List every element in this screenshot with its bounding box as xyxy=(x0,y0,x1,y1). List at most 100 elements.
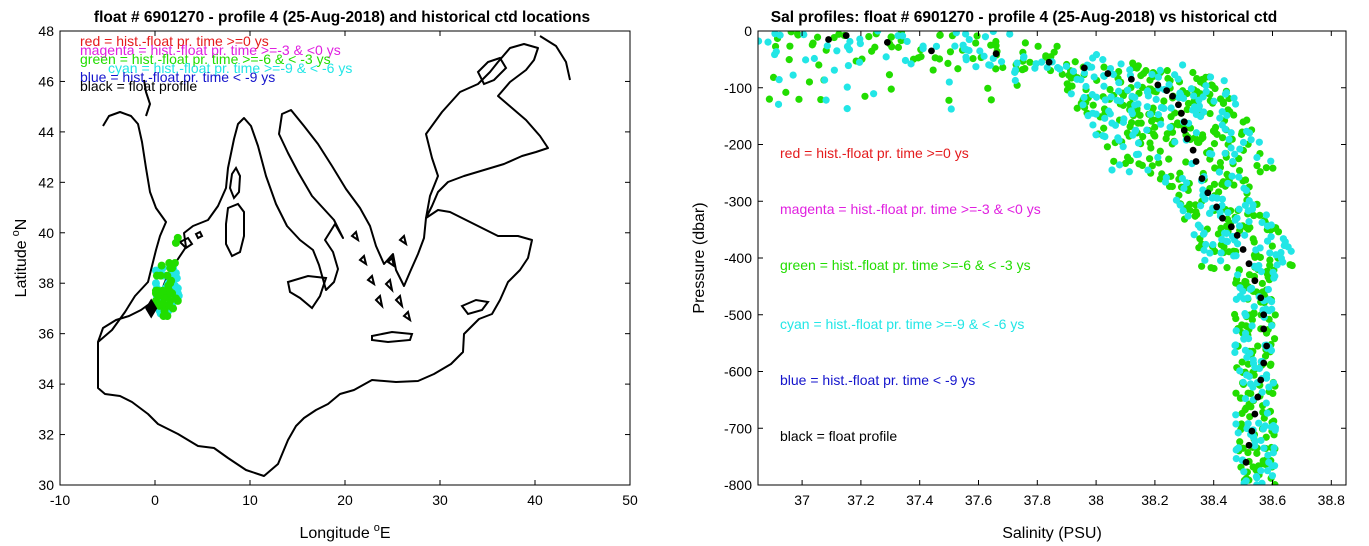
profile-point-green xyxy=(1213,130,1221,138)
profile-point-cyan xyxy=(1241,394,1249,403)
profile-point-green xyxy=(1026,58,1034,66)
profile-point-cyan xyxy=(1210,97,1218,105)
profile-legend-black: black = float profile xyxy=(780,428,897,444)
profile-point-cyan xyxy=(1209,240,1217,249)
profile-xtick-label: 38.2 xyxy=(1141,492,1168,508)
profile-point-green xyxy=(1236,438,1244,446)
profile-point-cyan xyxy=(822,96,830,104)
profile-point-green xyxy=(946,48,955,56)
profile-point-green xyxy=(782,88,790,96)
float-profile-point xyxy=(1248,427,1256,435)
float-profile-point xyxy=(1245,260,1253,268)
profile-point-cyan xyxy=(1202,82,1210,90)
profile-point-green xyxy=(999,63,1007,72)
profile-point-green xyxy=(1164,74,1172,83)
map-ytick-label: 44 xyxy=(38,124,54,140)
profile-point-green xyxy=(1248,316,1256,324)
profile-point-cyan xyxy=(1269,379,1278,387)
float-location-marker xyxy=(145,298,158,319)
profile-point-cyan xyxy=(1092,110,1100,118)
profile-point-cyan xyxy=(962,31,970,38)
profile-point-green xyxy=(1244,360,1252,368)
profile-point-cyan xyxy=(1144,166,1152,174)
profile-point-green xyxy=(929,66,937,74)
float-profile-point xyxy=(1189,146,1197,154)
profile-point-green xyxy=(835,31,843,38)
profile-point-cyan xyxy=(962,56,970,64)
profile-point-cyan xyxy=(976,47,984,55)
profile-point-cyan xyxy=(1108,166,1116,174)
profile-point-green xyxy=(1100,63,1108,71)
profile-point-cyan xyxy=(1101,133,1109,141)
profile-point-cyan xyxy=(1115,161,1124,169)
profile-point-cyan xyxy=(1119,118,1128,126)
profile-point-cyan xyxy=(1281,238,1289,246)
float-profile-point xyxy=(1260,311,1268,319)
profile-xtick-label: 38.4 xyxy=(1200,492,1227,508)
profile-point-cyan xyxy=(1218,195,1226,203)
map-xtick-label: 20 xyxy=(337,492,353,508)
profile-point-green xyxy=(1119,91,1128,100)
profile-point-cyan xyxy=(1257,467,1265,475)
profile-point-green xyxy=(794,31,802,38)
profile-point-cyan xyxy=(1230,252,1238,260)
profile-point-cyan xyxy=(870,90,878,98)
profile-point-cyan xyxy=(1253,153,1261,162)
profile-point-cyan xyxy=(1062,62,1071,70)
profile-point-cyan xyxy=(1239,287,1247,295)
profile-point-cyan xyxy=(823,42,831,50)
profile-point-cyan xyxy=(1246,380,1255,388)
profile-point-cyan xyxy=(830,66,838,74)
profile-point-cyan xyxy=(1240,184,1248,192)
profile-point-cyan xyxy=(1167,104,1175,112)
profile-point-cyan xyxy=(1267,233,1275,241)
profile-point-cyan xyxy=(1267,346,1276,355)
float-profile-point xyxy=(1175,101,1182,109)
profile-point-green xyxy=(1123,129,1131,137)
profile-point-green xyxy=(1189,68,1197,77)
map-axes-box xyxy=(59,30,631,486)
profile-point-cyan xyxy=(1192,129,1200,137)
profile-point-cyan xyxy=(1229,157,1237,166)
map-point-green xyxy=(171,294,180,303)
profile-point-cyan xyxy=(1241,231,1249,239)
float-profile-point xyxy=(1177,109,1185,117)
profile-point-cyan xyxy=(1032,60,1040,68)
profile-point-cyan xyxy=(1084,112,1092,120)
profile-point-cyan xyxy=(947,105,955,113)
profile-point-cyan xyxy=(1258,479,1266,485)
profile-point-cyan xyxy=(1143,103,1151,111)
sicily xyxy=(286,274,328,310)
profile-point-cyan xyxy=(1166,123,1174,131)
map-ytick-label: 36 xyxy=(38,326,54,342)
profile-point-cyan xyxy=(1011,76,1019,85)
profile-point-green xyxy=(1266,256,1274,264)
profile-point-green xyxy=(954,65,962,73)
profile-point-cyan xyxy=(1221,149,1229,157)
profile-point-green xyxy=(887,33,895,41)
float-profile-point xyxy=(1180,126,1188,134)
profile-point-green xyxy=(1207,264,1215,272)
profile-legend-magenta: magenta = hist.-float pr. time >=-3 & <0… xyxy=(780,201,1041,217)
profile-point-green xyxy=(1241,176,1250,184)
profile-point-cyan xyxy=(1231,348,1239,357)
profile-point-green xyxy=(1193,210,1201,219)
aegean-islands xyxy=(350,230,412,323)
profile-point-cyan xyxy=(764,38,772,46)
profile-point-cyan xyxy=(1124,86,1132,94)
map-point-green xyxy=(158,299,167,308)
profile-point-cyan xyxy=(1227,144,1235,152)
profile-point-cyan xyxy=(1255,364,1264,373)
profile-point-cyan xyxy=(1241,329,1250,337)
profile-point-cyan xyxy=(1092,51,1101,59)
profile-point-cyan xyxy=(901,56,910,65)
profile-point-cyan xyxy=(1189,106,1197,114)
profile-point-cyan xyxy=(1262,211,1270,219)
map-point-cyan xyxy=(151,279,160,288)
profile-point-cyan xyxy=(1073,75,1081,83)
profile-point-cyan xyxy=(1268,472,1277,480)
float-profile-point xyxy=(928,47,935,55)
map-point-green xyxy=(165,259,174,268)
profile-point-cyan xyxy=(843,42,852,51)
profile-point-cyan xyxy=(1228,172,1236,180)
